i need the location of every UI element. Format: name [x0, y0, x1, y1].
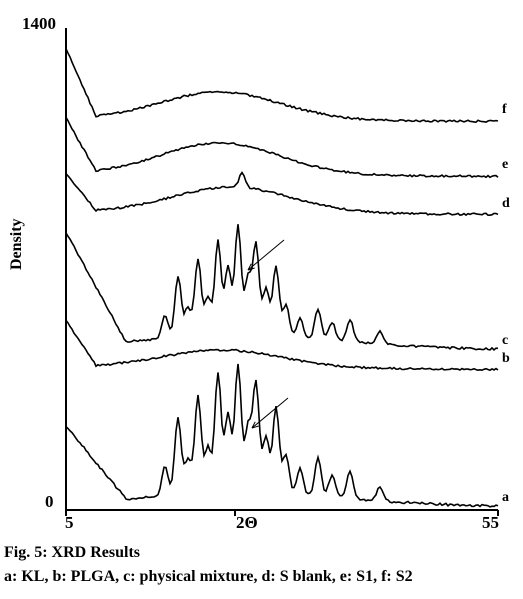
trace-e: [66, 117, 498, 177]
series-label-b: b: [502, 351, 510, 367]
figure-caption-legend: a: KL, b: PLGA, c: physical mixture, d: …: [4, 568, 413, 586]
plot-area: [60, 10, 500, 520]
xrd-figure: 1400 0 Density 5 2Θ 55 f e d c b a Fig. …: [0, 0, 523, 599]
plot-svg: [60, 10, 500, 520]
trace-c: [66, 224, 498, 350]
figure-caption-title: Fig. 5: XRD Results: [4, 544, 140, 562]
trace-d: [66, 173, 498, 216]
trace-a: [66, 364, 498, 507]
series-label-d: d: [502, 196, 510, 212]
trace-f: [66, 49, 498, 123]
trace-b: [66, 320, 498, 370]
y-axis-label: Density: [8, 218, 26, 270]
series-label-a: a: [502, 490, 509, 506]
y-tick-max: 1400: [22, 14, 56, 34]
y-tick-min: 0: [45, 492, 54, 512]
series-label-f: f: [502, 102, 507, 118]
series-label-e: e: [502, 157, 508, 173]
series-label-c: c: [502, 333, 508, 349]
